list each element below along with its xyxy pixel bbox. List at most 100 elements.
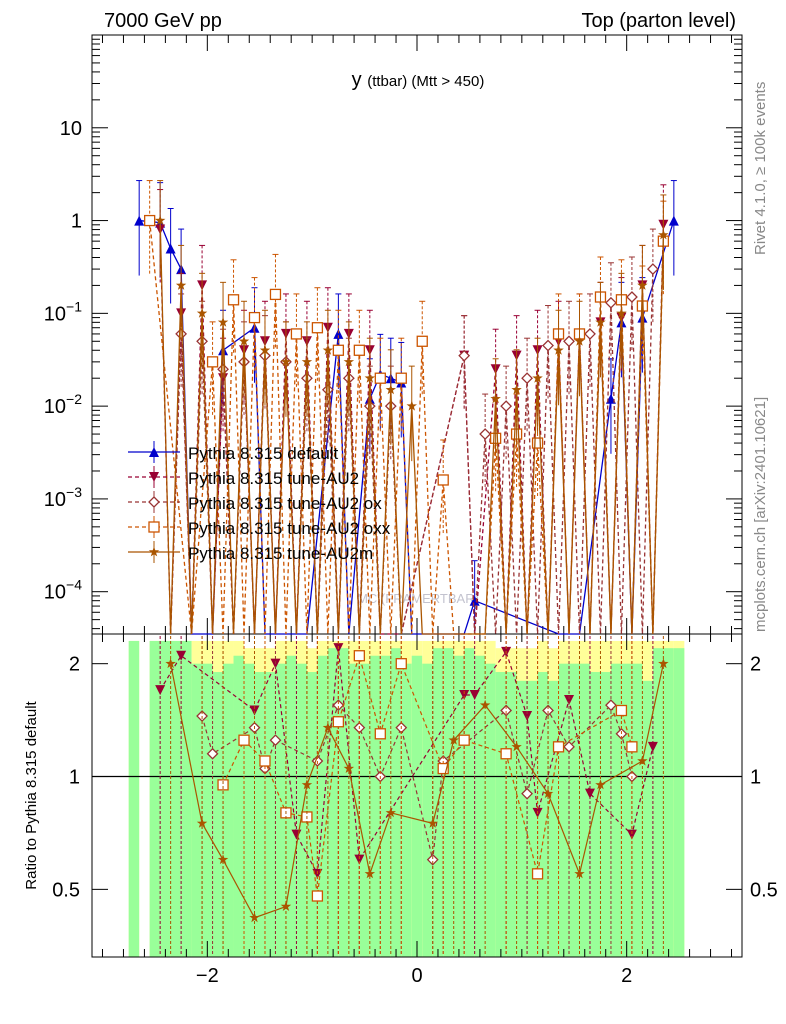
main-data-point xyxy=(301,356,313,367)
ratio-band-inner xyxy=(170,640,182,957)
main-data-point xyxy=(626,291,638,303)
legend-label: Pythia 8.315 tune-AU2 ox xyxy=(188,494,382,513)
ratio-y-axis-label: Ratio to Pythia 8.315 default xyxy=(23,700,40,889)
ratio-data-point xyxy=(354,854,365,865)
main-y-tick-label: 1 xyxy=(71,211,82,233)
ratio-data-point xyxy=(647,741,658,752)
ratio-data-point xyxy=(637,755,648,766)
ratio-data-point xyxy=(448,734,459,745)
ratio-data-point xyxy=(165,658,176,669)
ratio-data-point xyxy=(311,890,324,902)
ratio-y-tick-label-right: 1 xyxy=(750,767,761,789)
ratio-band-inner xyxy=(338,648,349,957)
ratio-band-inner xyxy=(558,663,570,957)
ratio-band-inner xyxy=(600,672,611,957)
mcplots-url-label: mcplots.cern.ch [arXiv:2401.10621] xyxy=(752,396,769,632)
main-data-point xyxy=(532,372,543,383)
ratio-data-point xyxy=(437,762,449,775)
main-data-point xyxy=(416,335,428,347)
ratio-data-point xyxy=(552,741,565,753)
plot-title: y (ttbar) (Mtt > 450) xyxy=(352,69,485,91)
ratio-data-point xyxy=(155,685,166,696)
ratio-band-inner xyxy=(485,663,496,957)
main-data-point xyxy=(531,437,544,449)
ratio-data-point xyxy=(564,695,575,706)
ratio-data-point xyxy=(322,722,334,733)
ratio-data-point xyxy=(374,728,386,740)
legend-marker xyxy=(148,496,160,508)
ratio-data-point xyxy=(196,817,208,828)
ratio-band-inner xyxy=(610,663,622,957)
ratio-band-inner xyxy=(369,655,381,957)
x-tick-label: −2 xyxy=(196,965,219,987)
x-tick-label: 0 xyxy=(411,965,422,987)
ratio-band-inner xyxy=(443,648,454,957)
ratio-band-inner xyxy=(359,663,370,957)
main-data-point xyxy=(134,215,145,226)
ratio-data-point xyxy=(479,699,491,710)
legend-marker xyxy=(148,546,160,557)
ratio-band-inner xyxy=(254,672,265,957)
main-y-tick-label: 10−1 xyxy=(44,298,82,325)
ratio-data-point xyxy=(605,699,617,712)
main-data-point xyxy=(605,296,617,309)
ratio-data-point xyxy=(459,689,470,700)
ratio-data-point xyxy=(542,788,554,799)
x-tick-label: 2 xyxy=(621,965,632,987)
main-data-point xyxy=(511,384,522,395)
watermark-label: MC (FRAMERTBAR) xyxy=(357,591,479,606)
ratio-band-inner xyxy=(569,663,580,957)
ratio-data-point xyxy=(584,788,595,799)
main-y-tick-label: 10−3 xyxy=(44,484,82,511)
ratio-data-point xyxy=(332,716,345,728)
ratio-data-point xyxy=(343,763,355,773)
legend-label: Pythia 8.315 tune-AU2 xyxy=(188,469,359,488)
main-data-point xyxy=(217,316,229,327)
ratio-band-inner xyxy=(453,655,465,957)
ratio-band-inner xyxy=(642,680,653,957)
ratio-data-point xyxy=(626,741,638,753)
ratio-band-inner xyxy=(631,663,643,957)
ratio-data-point xyxy=(217,854,229,865)
main-data-point xyxy=(469,595,480,606)
legend-label: Pythia 8.315 tune-AU2 oxx xyxy=(188,519,391,538)
main-data-point xyxy=(227,294,240,306)
ratio-band-inner xyxy=(223,663,234,957)
ratio-y-tick-label: 2 xyxy=(69,654,80,676)
ratio-data-point xyxy=(364,868,376,879)
ratio-band-inner xyxy=(548,680,559,957)
ratio-data-point xyxy=(217,779,229,791)
ratio-band-inner xyxy=(516,680,528,957)
ratio-band-inner xyxy=(527,680,538,957)
ratio-data-point xyxy=(563,740,575,753)
main-data-point xyxy=(364,372,376,383)
main-data-point xyxy=(290,328,303,340)
main-data-point xyxy=(646,263,659,275)
ratio-data-point xyxy=(658,658,669,669)
main-data-point xyxy=(280,356,292,367)
ratio-band-inner xyxy=(411,655,423,957)
main-series-line xyxy=(169,269,654,635)
main-data-point xyxy=(385,384,396,395)
main-y-tick-label: 10−2 xyxy=(44,391,82,418)
main-data-point xyxy=(574,335,585,346)
ratio-band-inner xyxy=(380,655,391,957)
main-y-tick-label: 10−4 xyxy=(44,577,82,604)
ratio-band-inner xyxy=(495,672,507,957)
ratio-band-inner xyxy=(621,663,632,957)
main-data-point xyxy=(658,229,669,240)
ratio-data-point xyxy=(280,901,292,911)
legend-marker xyxy=(149,472,159,482)
ratio-data-point xyxy=(595,779,606,790)
main-data-point xyxy=(490,393,501,404)
legend-marker xyxy=(149,447,159,457)
main-data-point xyxy=(332,344,345,356)
ratio-data-point xyxy=(269,734,282,747)
ratio-data-point xyxy=(259,755,271,767)
ratio-band-inner xyxy=(191,663,203,957)
ratio-band-inner xyxy=(285,655,297,957)
main-data-point xyxy=(196,307,208,318)
main-data-point xyxy=(238,335,250,346)
ratio-data-point xyxy=(238,734,250,746)
